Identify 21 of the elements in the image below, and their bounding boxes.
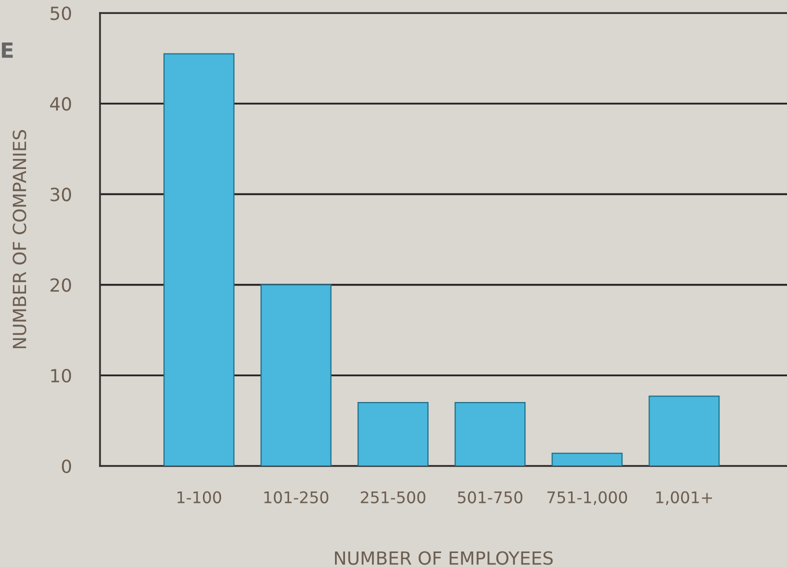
bar xyxy=(648,396,720,466)
y-tick-label: 30 xyxy=(50,188,72,202)
y-tick-label: 40 xyxy=(50,97,72,111)
x-tick-label: 251-500 xyxy=(360,491,426,504)
bar xyxy=(454,402,526,466)
x-tick-label: 751-1,000 xyxy=(547,491,628,505)
bar xyxy=(552,452,623,466)
y-axis-title: NUMBER OF COMPANIES xyxy=(12,130,26,348)
y-tick-label: 0 xyxy=(62,459,72,474)
y-tick-label: 20 xyxy=(50,278,72,292)
text: E xyxy=(2,42,13,58)
bar xyxy=(260,284,332,466)
y-tick-label: 10 xyxy=(51,368,72,383)
x-tick-label: 1-100 xyxy=(178,491,222,504)
bar xyxy=(163,53,234,466)
x-tick-label: 1,001+ xyxy=(656,491,712,505)
x-tick-label: 101-250 xyxy=(264,491,328,504)
x-tick-label: 501-750 xyxy=(458,491,522,504)
y-tick-label: 50 xyxy=(50,6,72,20)
bar xyxy=(358,402,429,466)
x-axis-title: NUMBER OF EMPLOYEES xyxy=(335,551,553,565)
